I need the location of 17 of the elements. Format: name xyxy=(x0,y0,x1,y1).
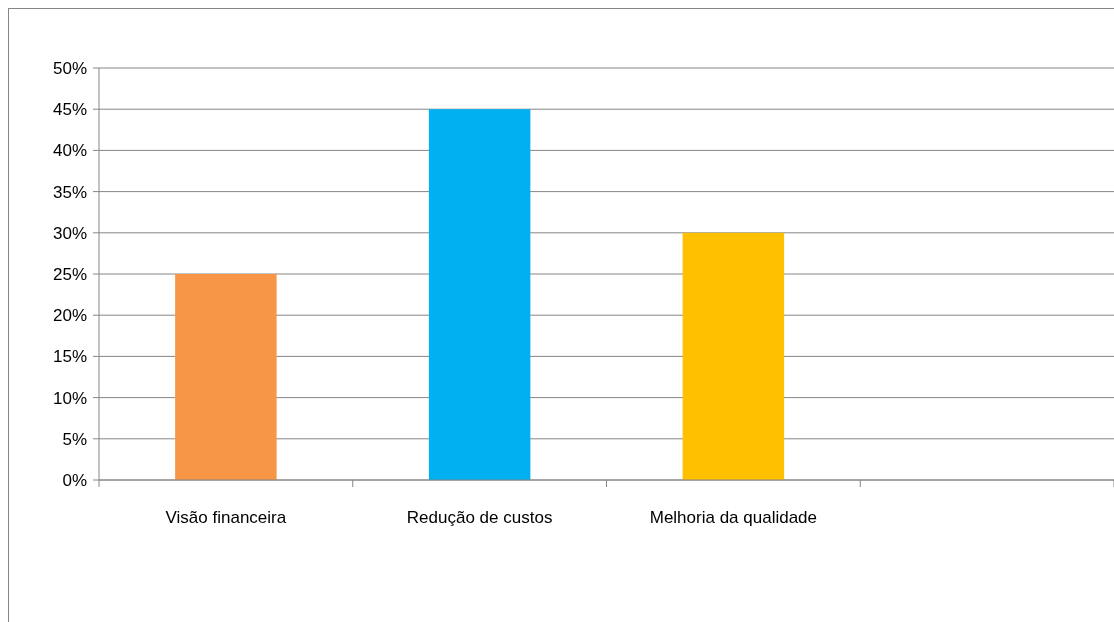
bar xyxy=(682,232,785,480)
bar xyxy=(175,274,277,480)
y-tick-label: 0% xyxy=(62,470,87,490)
y-tick-label: 40% xyxy=(52,141,87,161)
y-tick-label: 15% xyxy=(52,347,87,367)
y-tick-label: 10% xyxy=(52,388,87,408)
x-tick-label: Visão financeira xyxy=(165,508,287,527)
y-tick-label: 20% xyxy=(52,306,87,326)
x-tick-label: Redução de custos xyxy=(406,508,553,527)
y-tick-label: 45% xyxy=(52,100,87,120)
x-tick-label: Melhoria da qualidade xyxy=(649,508,818,527)
y-tick-label: 30% xyxy=(52,223,87,243)
y-tick-label: 35% xyxy=(52,182,87,202)
y-tick-label: 5% xyxy=(62,429,87,449)
y-tick-label: 50% xyxy=(52,58,87,78)
y-tick-label: 25% xyxy=(52,264,87,284)
bar xyxy=(428,109,531,480)
